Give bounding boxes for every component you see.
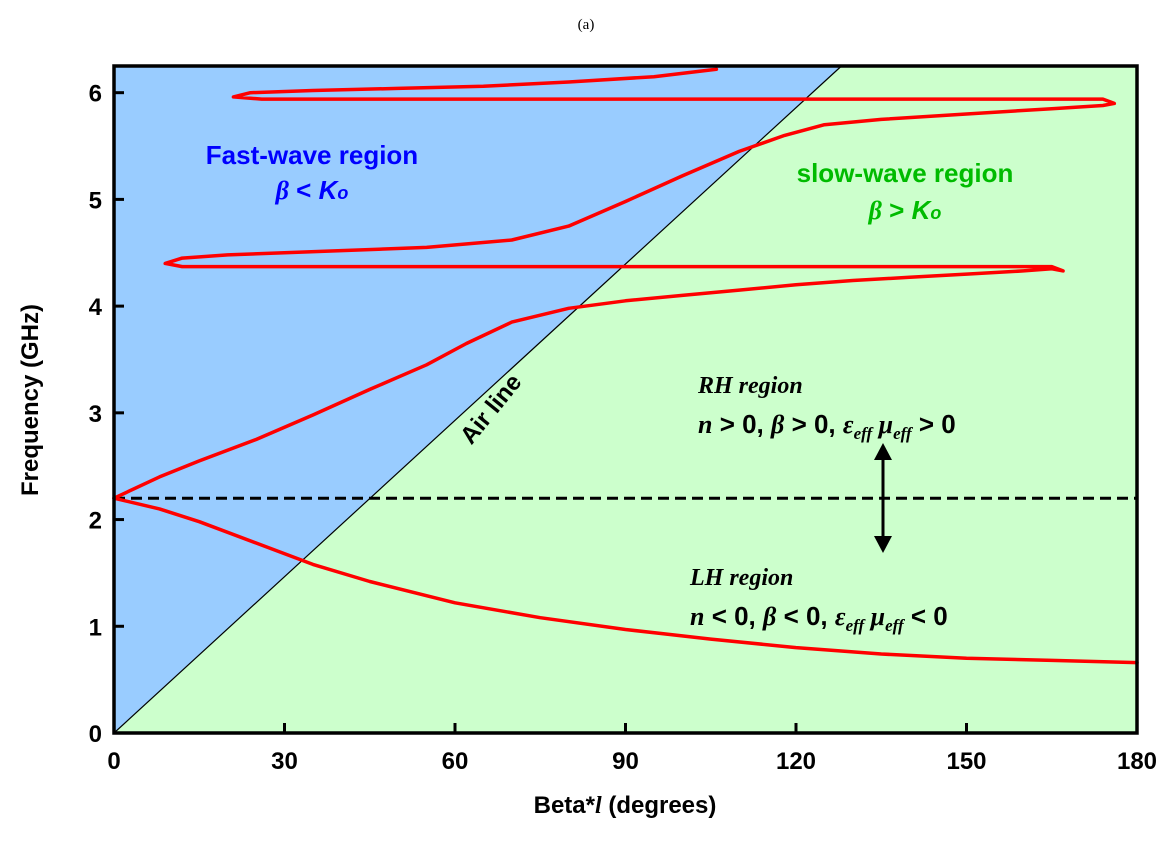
region-divider-arrow: [874, 443, 892, 553]
y-tick-label: 0: [89, 721, 102, 748]
fast-wave-region-label: Fast-wave region: [206, 140, 418, 170]
x-tick-label: 30: [271, 748, 298, 775]
fast-wave-condition: β < Ko: [275, 175, 349, 205]
dispersion-curve-upper: [112, 67, 1117, 500]
rh-region-condition: n > 0, β > 0, εeff μeff > 0: [698, 409, 956, 443]
y-tick-label: 2: [89, 508, 102, 535]
slow-wave-region-label: slow-wave region: [797, 158, 1014, 188]
x-tick-label: 0: [107, 748, 120, 775]
y-tick-label: 6: [89, 81, 102, 108]
slow-wave-condition: β > Ko: [868, 195, 942, 225]
x-tick-label: 120: [776, 748, 816, 775]
y-axis-ticks: 0 1 2 3 4 5 6: [89, 81, 124, 748]
rh-region-title: RH region: [697, 373, 803, 399]
x-tick-label: 60: [442, 748, 469, 775]
y-axis-label: Frequency (GHz): [17, 304, 44, 496]
x-axis-ticks: 0 30 60 90 120 150 180: [107, 723, 1157, 775]
x-tick-label: 150: [946, 748, 986, 775]
y-tick-label: 5: [89, 187, 102, 214]
y-tick-label: 1: [89, 614, 102, 641]
x-tick-label: 90: [612, 748, 639, 775]
x-tick-label: 180: [1117, 748, 1157, 775]
dispersion-curve-lower: [112, 496, 1139, 665]
y-tick-label: 3: [89, 401, 102, 428]
lh-region-condition: n < 0, β < 0, εeff μeff < 0: [690, 601, 948, 635]
panel-label: (a): [578, 17, 595, 33]
air-line: [113, 65, 842, 734]
y-tick-label: 4: [89, 294, 103, 321]
lh-region-title: LH region: [689, 565, 793, 591]
x-axis-label: Beta*l (degrees): [534, 792, 717, 819]
